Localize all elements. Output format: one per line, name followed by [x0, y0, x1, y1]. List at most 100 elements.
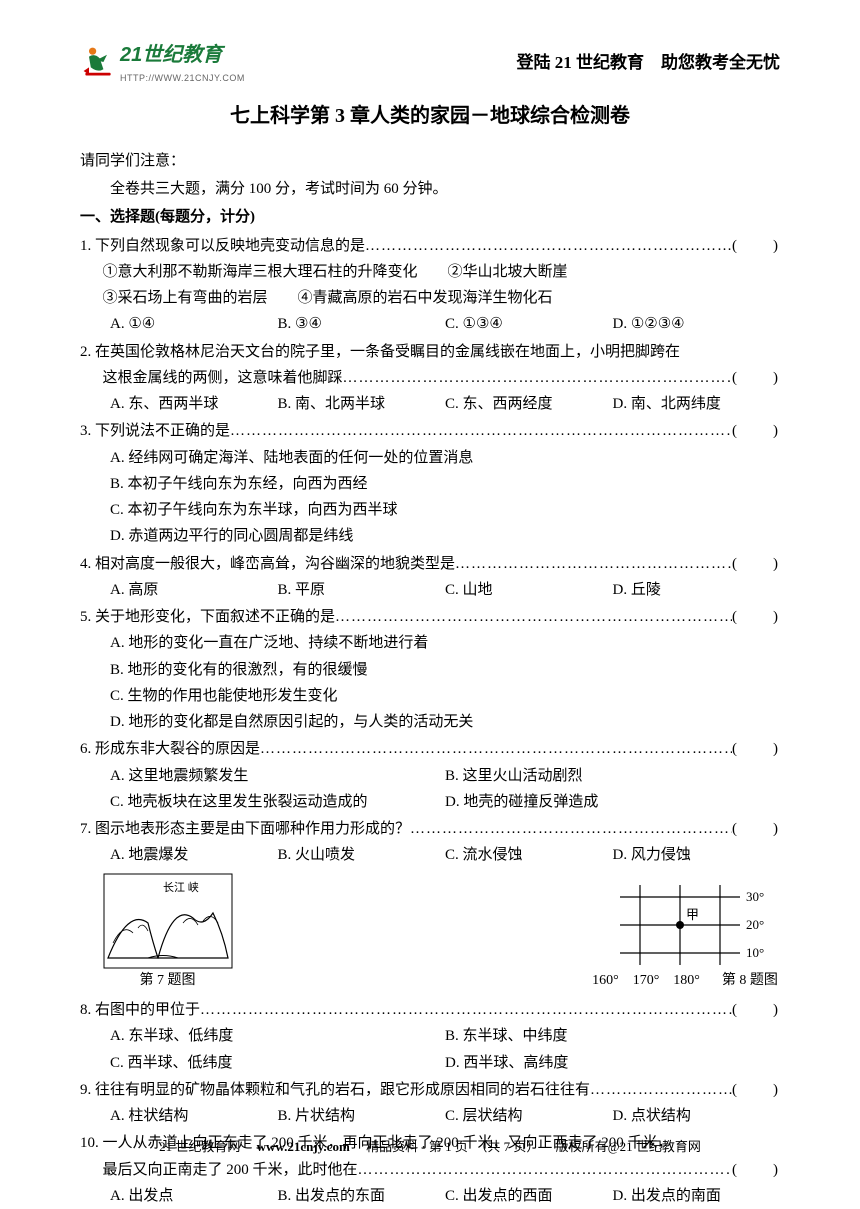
answer-blank: ( ) [732, 233, 780, 259]
q4-stem: 4. 相对高度一般很大，峰峦高耸，沟谷幽深的地貌类型是 [80, 551, 455, 577]
figures-row: 长江 峡 第 7 题图 甲 30° 20° 10° 160° 170° 180°… [80, 873, 780, 994]
logo: 21世纪教育 HTTP://WWW.21CNJY.COM [80, 38, 245, 87]
q1-opt-b: B. ③④ [278, 311, 446, 337]
section-1-title: 一、选择题(每题分，计分) [80, 204, 780, 230]
q7-opt-a: A. 地震爆发 [110, 842, 278, 868]
q8-stem: 8. 右图中的甲位于 [80, 997, 200, 1023]
q1-opt-a: A. ①④ [110, 311, 278, 337]
grid-map-icon: 甲 30° 20° 10° [590, 877, 780, 973]
dots [365, 233, 732, 259]
q6-opt-d: D. 地壳的碰撞反弹造成 [445, 789, 780, 815]
fig8-xlabels: 160° 170° 180° 第 8 题图 [592, 969, 778, 994]
fig8-x1: 160° [592, 969, 619, 994]
q4-opt-a: A. 高原 [110, 577, 278, 603]
q9-options: A. 柱状结构 B. 片状结构 C. 层状结构 D. 点状结构 [80, 1103, 780, 1129]
q3-opt-a: A. 经纬网可确定海洋、陆地表面的任何一处的位置消息 [80, 445, 780, 471]
q6-opt-b: B. 这里火山活动剧烈 [445, 763, 780, 789]
logo-url-text: HTTP://WWW.21CNJY.COM [120, 71, 245, 87]
q8-opt-d: D. 西半球、高纬度 [445, 1050, 780, 1076]
dots [358, 1157, 732, 1183]
fig8-x3: 180° [673, 969, 700, 994]
answer-blank: ( ) [732, 604, 780, 630]
q2-opt-d: D. 南、北两纬度 [613, 391, 781, 417]
q2-stem-a: 2. 在英国伦敦格林尼治天文台的院子里，一条备受瞩目的金属线嵌在地面上，小明把脚… [80, 339, 780, 365]
dots [200, 997, 732, 1023]
q9-opt-c: C. 层状结构 [445, 1103, 613, 1129]
question-1: 1. 下列自然现象可以反映地壳变动信息的是 ( ) ①意大利那不勒斯海岸三根大理… [80, 233, 780, 338]
q5-stem: 5. 关于地形变化，下面叙述不正确的是 [80, 604, 335, 630]
answer-blank: ( ) [732, 551, 780, 577]
footer-url: www.21cnjy.com [257, 1139, 350, 1154]
dots [230, 418, 732, 444]
q5-opt-c: C. 生物的作用也能使地形发生变化 [80, 683, 780, 709]
figure-7: 长江 峡 第 7 题图 [103, 873, 233, 994]
q6-opt-c: C. 地壳板块在这里发生张裂运动造成的 [110, 789, 445, 815]
q8-opt-a: A. 东半球、低纬度 [110, 1023, 445, 1049]
svg-text:20°: 20° [746, 917, 764, 932]
answer-blank: ( ) [732, 1077, 780, 1103]
q6-opt-a: A. 这里地震频繁发生 [110, 763, 445, 789]
q3-opt-c: C. 本初子午线向东为东半球，向西为西半球 [80, 497, 780, 523]
page-title: 七上科学第 3 章人类的家园－地球综合检测卷 [80, 99, 780, 134]
q1-sub1: ①意大利那不勒斯海岸三根大理石柱的升降变化 ②华山北坡大断崖 [80, 259, 780, 285]
footer-left: 21 世纪教育网 [159, 1139, 240, 1154]
q2-options: A. 东、西两半球 B. 南、北两半球 C. 东、西两经度 D. 南、北两纬度 [80, 391, 780, 417]
logo-text-stack: 21世纪教育 HTTP://WWW.21CNJY.COM [120, 38, 245, 87]
question-7: 7. 图示地表形态主要是由下面哪种作用力形成的？ ( ) A. 地震爆发 B. … [80, 816, 780, 869]
q1-sub2: ③采石场上有弯曲的岩层 ④青藏高原的岩石中发现海洋生物化石 [80, 285, 780, 311]
q7-opt-d: D. 风力侵蚀 [613, 842, 781, 868]
q10-options: A. 出发点 B. 出发点的东面 C. 出发点的西面 D. 出发点的南面 [80, 1183, 780, 1209]
q6-options-row1: A. 这里地震频繁发生 B. 这里火山活动剧烈 [80, 763, 780, 789]
q9-opt-b: B. 片状结构 [278, 1103, 446, 1129]
notice-line2: 全卷共三大题，满分 100 分，考试时间为 60 分钟。 [80, 176, 780, 202]
answer-blank: ( ) [732, 816, 780, 842]
svg-text:30°: 30° [746, 889, 764, 904]
q5-opt-a: A. 地形的变化一直在广泛地、持续不断地进行着 [80, 630, 780, 656]
question-9: 9. 往往有明显的矿物晶体颗粒和气孔的岩石，跟它形成原因相同的岩石往往有 ( )… [80, 1077, 780, 1130]
answer-blank: ( ) [732, 418, 780, 444]
fig7-inset-text: 长江 峡 [163, 880, 199, 894]
q1-options: A. ①④ B. ③④ C. ①③④ D. ①②③④ [80, 311, 780, 337]
q1-stem: 1. 下列自然现象可以反映地壳变动信息的是 [80, 233, 365, 259]
svg-text:10°: 10° [746, 945, 764, 960]
q4-options: A. 高原 B. 平原 C. 山地 D. 丘陵 [80, 577, 780, 603]
q5-opt-d: D. 地形的变化都是自然原因引起的，与人类的活动无关 [80, 709, 780, 735]
dots [343, 365, 732, 391]
logo-brand-text: 21世纪教育 [120, 38, 245, 73]
answer-blank: ( ) [732, 997, 780, 1023]
question-3: 3. 下列说法不正确的是 ( ) A. 经纬网可确定海洋、陆地表面的任何一处的位… [80, 418, 780, 549]
fig8-x2: 170° [633, 969, 660, 994]
figure-8: 甲 30° 20° 10° 160° 170° 180° 第 8 题图 [590, 877, 780, 994]
notice-line1: 请同学们注意： [80, 148, 780, 174]
q4-opt-c: C. 山地 [445, 577, 613, 603]
question-6: 6. 形成东非大裂谷的原因是 ( ) A. 这里地震频繁发生 B. 这里火山活动… [80, 736, 780, 815]
footer-mid: 精品资料 · 第 1 页 （共 7 页） [366, 1139, 539, 1154]
q10-opt-d: D. 出发点的南面 [613, 1183, 781, 1209]
dots [260, 736, 732, 762]
answer-blank: ( ) [732, 736, 780, 762]
q9-opt-d: D. 点状结构 [613, 1103, 781, 1129]
q8-options-row2: C. 西半球、低纬度 D. 西半球、高纬度 [80, 1050, 780, 1076]
dots [410, 816, 732, 842]
page-header: 21世纪教育 HTTP://WWW.21CNJY.COM 登陆 21 世纪教育 … [80, 38, 780, 87]
q1-opt-c: C. ①③④ [445, 311, 613, 337]
q3-opt-b: B. 本初子午线向东为东经，向西为西经 [80, 471, 780, 497]
q8-options-row1: A. 东半球、低纬度 B. 东半球、中纬度 [80, 1023, 780, 1049]
answer-blank: ( ) [732, 365, 780, 391]
q2-opt-b: B. 南、北两半球 [278, 391, 446, 417]
q7-stem: 7. 图示地表形态主要是由下面哪种作用力形成的？ [80, 816, 410, 842]
q5-opt-b: B. 地形的变化有的很激烈，有的很缓慢 [80, 657, 780, 683]
figure-8-label: 第 8 题图 [722, 969, 778, 994]
question-2: 2. 在英国伦敦格林尼治天文台的院子里，一条备受瞩目的金属线嵌在地面上，小明把脚… [80, 339, 780, 418]
header-slogan: 登陆 21 世纪教育 助您教考全无忧 [517, 48, 781, 78]
q4-opt-b: B. 平原 [278, 577, 446, 603]
question-4: 4. 相对高度一般很大，峰峦高耸，沟谷幽深的地貌类型是 ( ) A. 高原 B.… [80, 551, 780, 604]
q3-stem: 3. 下列说法不正确的是 [80, 418, 230, 444]
q1-opt-d: D. ①②③④ [613, 311, 781, 337]
q9-opt-a: A. 柱状结构 [110, 1103, 278, 1129]
figure-7-label: 第 7 题图 [140, 969, 196, 994]
dots [335, 604, 732, 630]
q7-options: A. 地震爆发 B. 火山喷发 C. 流水侵蚀 D. 风力侵蚀 [80, 842, 780, 868]
question-5: 5. 关于地形变化，下面叙述不正确的是 ( ) A. 地形的变化一直在广泛地、持… [80, 604, 780, 735]
q2-stem-b: 这根金属线的两侧，这意味着他脚踩 [80, 365, 343, 391]
